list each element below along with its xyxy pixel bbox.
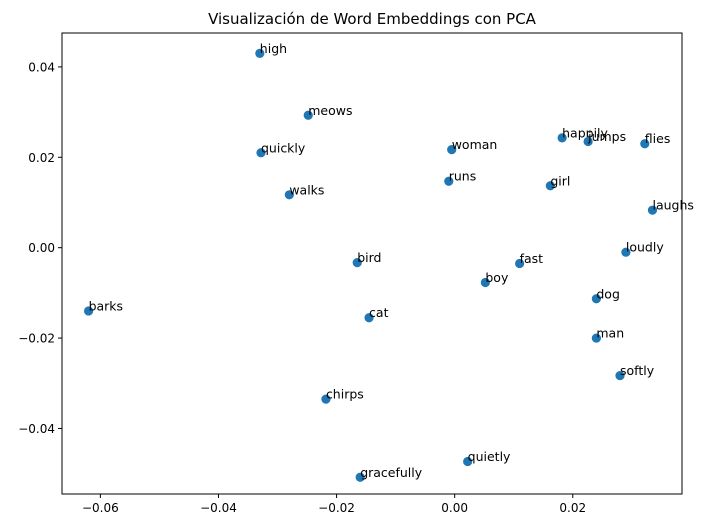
x-tick-label: 0.02 [559,501,586,515]
point-label: fast [520,251,544,266]
point-label: woman [452,137,498,152]
point-label: cat [369,305,389,320]
data-point [480,277,490,288]
data-point [621,247,631,257]
x-tick-label: −0.04 [200,501,237,515]
point-label: jumps [587,129,626,144]
plot-area: high meows quickly walks woman runs happilyjum… [83,41,694,482]
point-label: quietly [468,449,511,464]
data-point [321,394,331,404]
point-label: happily [562,125,608,140]
point-label: walks [289,182,324,197]
point-label: dog [596,286,620,301]
data-point [447,145,457,155]
axes: −0.06 −0.04 −0.02 0.00 0.02 0.04 0.02 0.00 −0.02… [18,32,683,515]
point-label: loudly [626,240,664,255]
data-point [583,136,593,147]
x-tick-label: −0.02 [318,501,355,515]
point-label: meows [308,103,352,118]
data-point [303,110,313,120]
data-point [444,176,454,186]
data-point [591,294,601,304]
chart-title: Visualización de Word Embeddings con PCA [208,10,537,28]
data-point [255,48,265,58]
data-point [640,139,650,149]
y-tick-label: 0.00 [28,241,55,255]
x-tick-label: −0.06 [82,501,119,515]
point-label: girl [550,173,570,188]
data-point [615,370,625,381]
point-label: chirps [326,387,364,402]
y-tick-label: −0.02 [18,332,55,346]
data-point [463,456,473,467]
y-tick-label: 0.04 [28,60,55,74]
data-point [355,472,365,482]
point-label: man [596,326,624,341]
x-tick-label: 0.00 [441,501,468,515]
data-point [545,181,555,191]
data-point [284,190,294,200]
point-label: runs [449,169,477,184]
data-point [515,258,525,269]
point-label: quickly [261,140,306,155]
point-label: barks [89,298,124,313]
point-label: gracefully [360,465,423,480]
data-point [557,133,567,143]
point-label: laughs [652,198,693,213]
point-label: flies [645,131,671,146]
data-point [256,148,266,158]
point-label: boy [485,270,509,285]
y-tick-label: −0.04 [18,422,55,436]
point-label: bird [357,250,381,265]
y-tick-label: 0.02 [28,151,55,165]
plot-frame [61,32,683,495]
point-label: high [260,41,287,56]
data-point [83,306,94,316]
data-point [364,313,374,323]
data-point [591,333,601,343]
data-point [647,205,658,215]
point-label: softly [620,363,655,378]
data-point [352,257,362,268]
